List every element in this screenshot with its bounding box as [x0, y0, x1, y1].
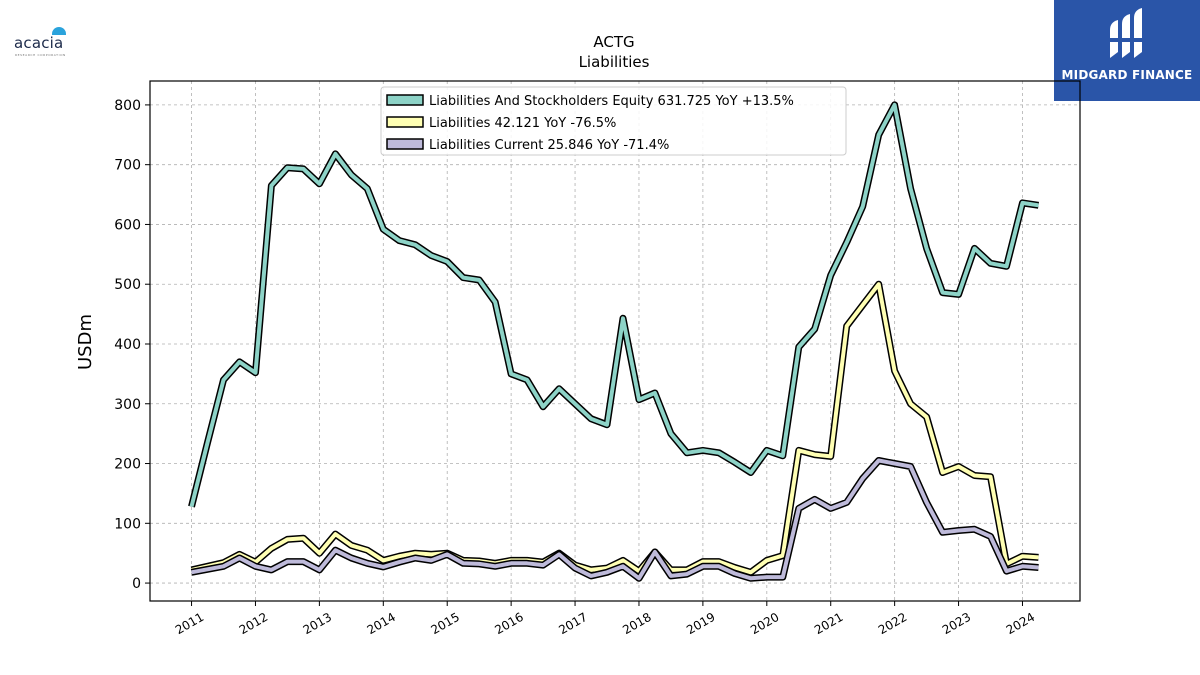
y-tick-label: 300 — [114, 397, 141, 413]
legend-item: Liabilities 42.121 YoY -76.5% — [386, 116, 616, 131]
chart-title: ACTG — [593, 33, 634, 51]
legend: Liabilities And Stockholders Equity 631.… — [380, 86, 847, 156]
x-tick-label: 2022 — [876, 610, 909, 637]
y-tick-label: 700 — [114, 158, 141, 174]
acacia-logo-wordmark: acacia — [14, 34, 64, 52]
x-tick-label: 2018 — [620, 610, 653, 637]
y-tick-label: 200 — [114, 457, 141, 473]
y-tick-label: 800 — [114, 98, 141, 114]
series-line — [191, 282, 1039, 575]
y-tick-label: 600 — [114, 217, 141, 233]
y-tick-label: 0 — [132, 576, 141, 592]
y-tick-label: 100 — [114, 516, 141, 532]
legend-swatch — [386, 116, 424, 128]
chart-subtitle: Liabilities — [579, 53, 650, 71]
series-liabilities — [190, 280, 1039, 576]
series-line-outline — [190, 280, 1039, 576]
x-tick-label: 2023 — [940, 610, 973, 637]
x-tick-label: 2021 — [812, 610, 845, 637]
logo-arc-icon — [52, 27, 66, 35]
y-tick-label: 400 — [114, 337, 141, 353]
y-axis-label: USDm — [75, 314, 96, 370]
midgard-finance-logo: MIDGARD FINANCE — [1054, 0, 1200, 101]
series-line — [191, 458, 1039, 581]
legend-swatch — [386, 138, 424, 150]
x-tick-label: 2014 — [365, 610, 398, 637]
x-tick-label: 2024 — [1004, 610, 1037, 637]
x-tick-label: 2016 — [492, 610, 525, 637]
x-tick-label: 2011 — [173, 610, 206, 637]
x-tick-label: 2019 — [684, 610, 717, 637]
legend-label: Liabilities And Stockholders Equity 631.… — [429, 94, 794, 109]
legend-box — [380, 86, 847, 156]
legend-item: Liabilities And Stockholders Equity 631.… — [386, 94, 794, 109]
legend-item: Liabilities Current 25.846 YoY -71.4% — [386, 138, 669, 153]
plot-frame — [149, 80, 1081, 602]
series-lines — [188, 101, 1040, 582]
series-liabilities-current — [190, 457, 1039, 582]
midgard-finance-name: MIDGARD FINANCE — [1061, 68, 1193, 82]
acacia-logo: acacia RESEARCH CORPORATION — [12, 24, 82, 58]
x-tick-label: 2013 — [301, 610, 334, 637]
y-tick-label: 500 — [114, 277, 141, 293]
midgard-monogram-icon — [1106, 8, 1146, 58]
grid — [150, 81, 1080, 601]
series-liabilities-and-stockholders-equity — [188, 101, 1040, 508]
legend-label: Liabilities 42.121 YoY -76.5% — [429, 116, 616, 131]
acacia-logo-tagline: RESEARCH CORPORATION — [15, 53, 66, 57]
x-tick-label: 2017 — [556, 610, 589, 637]
x-tick-label: 2020 — [748, 610, 781, 637]
series-line-outline — [188, 101, 1040, 508]
series-line — [189, 102, 1039, 508]
legend-swatch — [386, 94, 424, 106]
x-tick-label: 2012 — [237, 610, 270, 637]
x-tick-label: 2015 — [428, 610, 461, 637]
legend-label: Liabilities Current 25.846 YoY -71.4% — [429, 138, 669, 153]
